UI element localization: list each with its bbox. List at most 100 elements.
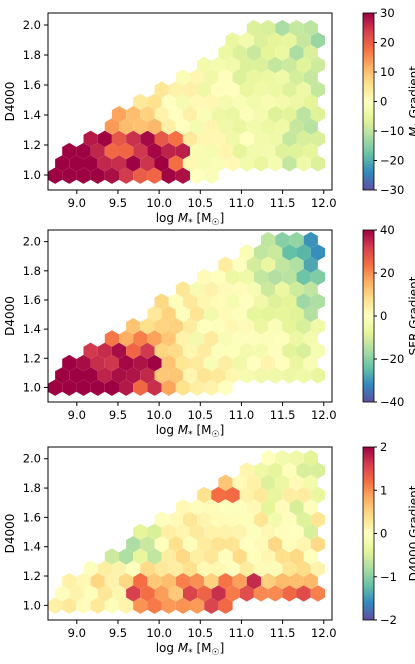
hexbin-cell bbox=[246, 19, 261, 37]
hexbin-cell bbox=[246, 499, 261, 516]
y-axis-label: D4000 bbox=[3, 296, 17, 336]
hexbin-cell bbox=[62, 167, 77, 184]
hexbin-cell bbox=[197, 536, 212, 553]
hexbin-cell bbox=[168, 585, 183, 602]
hexbin-cell bbox=[168, 367, 183, 384]
hexbin-cell bbox=[182, 560, 198, 577]
y-tick-label: 1.4 bbox=[23, 108, 41, 122]
hexbin-cell bbox=[161, 379, 176, 396]
hexbin-cell bbox=[55, 367, 70, 384]
hexbin-cell bbox=[69, 155, 84, 172]
hexbin-cell bbox=[104, 572, 119, 590]
hexbin-cell bbox=[246, 572, 261, 590]
hexbin-cell bbox=[239, 536, 254, 553]
hexbin-cell bbox=[261, 281, 276, 298]
hexbin-cell bbox=[211, 81, 226, 98]
hexbin-cell bbox=[182, 155, 198, 172]
hexbin-cell bbox=[140, 560, 155, 577]
hexbin-cell bbox=[126, 536, 141, 553]
hexbin-cell bbox=[268, 342, 283, 359]
hexbin-cell bbox=[154, 130, 169, 147]
hexbin-cell bbox=[175, 523, 190, 541]
y-tick-label: 1.2 bbox=[23, 569, 41, 583]
hexbin-cell bbox=[190, 281, 205, 298]
hexbin-cell bbox=[282, 585, 297, 602]
hexbin-cell bbox=[261, 44, 276, 61]
hexbin-cell bbox=[204, 69, 219, 86]
hexbin-cell bbox=[303, 548, 318, 565]
x-tick-label: 11.0 bbox=[229, 408, 255, 422]
hexbin-cell bbox=[275, 572, 290, 590]
hexbin-cell bbox=[147, 379, 162, 396]
hexbin-cell bbox=[253, 560, 269, 577]
hexbin-cell bbox=[76, 597, 91, 614]
hexbin-cell bbox=[289, 19, 304, 37]
hexbin-cell bbox=[168, 342, 183, 359]
hexbin-cell bbox=[261, 499, 276, 516]
x-tick-label: 9.0 bbox=[68, 408, 86, 422]
hexbin-cell bbox=[289, 449, 304, 467]
hexbin-cell bbox=[246, 548, 261, 565]
hexbin-cell bbox=[253, 462, 269, 479]
hexbin-cell bbox=[225, 56, 240, 74]
hexbin-cell bbox=[239, 560, 254, 577]
hexbin-cell bbox=[190, 142, 205, 160]
hexbin-layer-2 bbox=[48, 231, 325, 396]
hexbin-cell bbox=[197, 81, 212, 98]
y-tick-label: 2.0 bbox=[23, 452, 41, 466]
hexbin-cell bbox=[119, 330, 134, 347]
hexbin-cell bbox=[126, 367, 141, 384]
hexbin-cell bbox=[55, 155, 70, 172]
hexbin-cell bbox=[211, 486, 226, 504]
hexbin-cell bbox=[175, 118, 190, 135]
y-tick-label: 1.2 bbox=[23, 138, 41, 152]
hexbin-cell bbox=[175, 167, 190, 184]
hexbin-cell bbox=[97, 585, 112, 602]
hexbin-cell bbox=[204, 379, 219, 396]
hexbin-cell bbox=[289, 572, 304, 590]
hexbin-cell bbox=[310, 560, 325, 577]
y-tick-label: 1.4 bbox=[23, 322, 41, 336]
hexbin-cell bbox=[275, 118, 290, 135]
hexbin-cell bbox=[104, 548, 119, 565]
hexbin-cell bbox=[154, 318, 169, 335]
hexbin-cell bbox=[261, 256, 276, 273]
hexbin-cell bbox=[303, 69, 318, 86]
hexbin-cell bbox=[268, 56, 283, 74]
hexbin-cell bbox=[83, 342, 98, 359]
hexbin-cell bbox=[289, 523, 304, 541]
hexbin-cell bbox=[232, 354, 247, 372]
hexbin-cell bbox=[83, 155, 98, 172]
colorbar-tick-label: 0 bbox=[380, 95, 387, 109]
hexbin-cell bbox=[253, 268, 269, 286]
hexbin-cell bbox=[140, 342, 155, 359]
hexbin-cell bbox=[119, 379, 134, 396]
hexbin-cell bbox=[76, 354, 91, 372]
hexbin-cell bbox=[182, 511, 198, 528]
hexbin-cell bbox=[268, 32, 283, 49]
x-tick-label: 11.0 bbox=[229, 196, 255, 210]
hexbin-cell bbox=[204, 499, 219, 516]
hexbin-cell bbox=[296, 462, 311, 479]
hexbin-cell bbox=[239, 585, 254, 602]
hexbin-cell bbox=[289, 474, 304, 491]
hexbin-cell bbox=[204, 167, 219, 184]
hexbin-cell bbox=[104, 354, 119, 372]
hexbin-cell bbox=[154, 155, 169, 172]
hexbin-cell bbox=[83, 560, 98, 577]
hexbin-cell bbox=[168, 81, 183, 98]
hexbin-cell bbox=[48, 167, 63, 184]
hexbin-cell bbox=[225, 293, 240, 310]
hexbin-cell bbox=[239, 318, 254, 335]
hexbin-cell bbox=[275, 548, 290, 565]
colorbar-tick-label: −30 bbox=[380, 183, 404, 197]
hexbin-cell bbox=[310, 342, 325, 359]
colorbar-2 bbox=[362, 229, 375, 403]
hexbin-cell bbox=[253, 293, 269, 310]
hexbin-cell bbox=[246, 305, 261, 323]
plot-frame-3 bbox=[47, 446, 333, 621]
hexbin-cell bbox=[282, 32, 297, 49]
hexbin-cell bbox=[97, 367, 112, 384]
hexbin-cell bbox=[154, 585, 169, 602]
hexbin-cell bbox=[282, 486, 297, 504]
